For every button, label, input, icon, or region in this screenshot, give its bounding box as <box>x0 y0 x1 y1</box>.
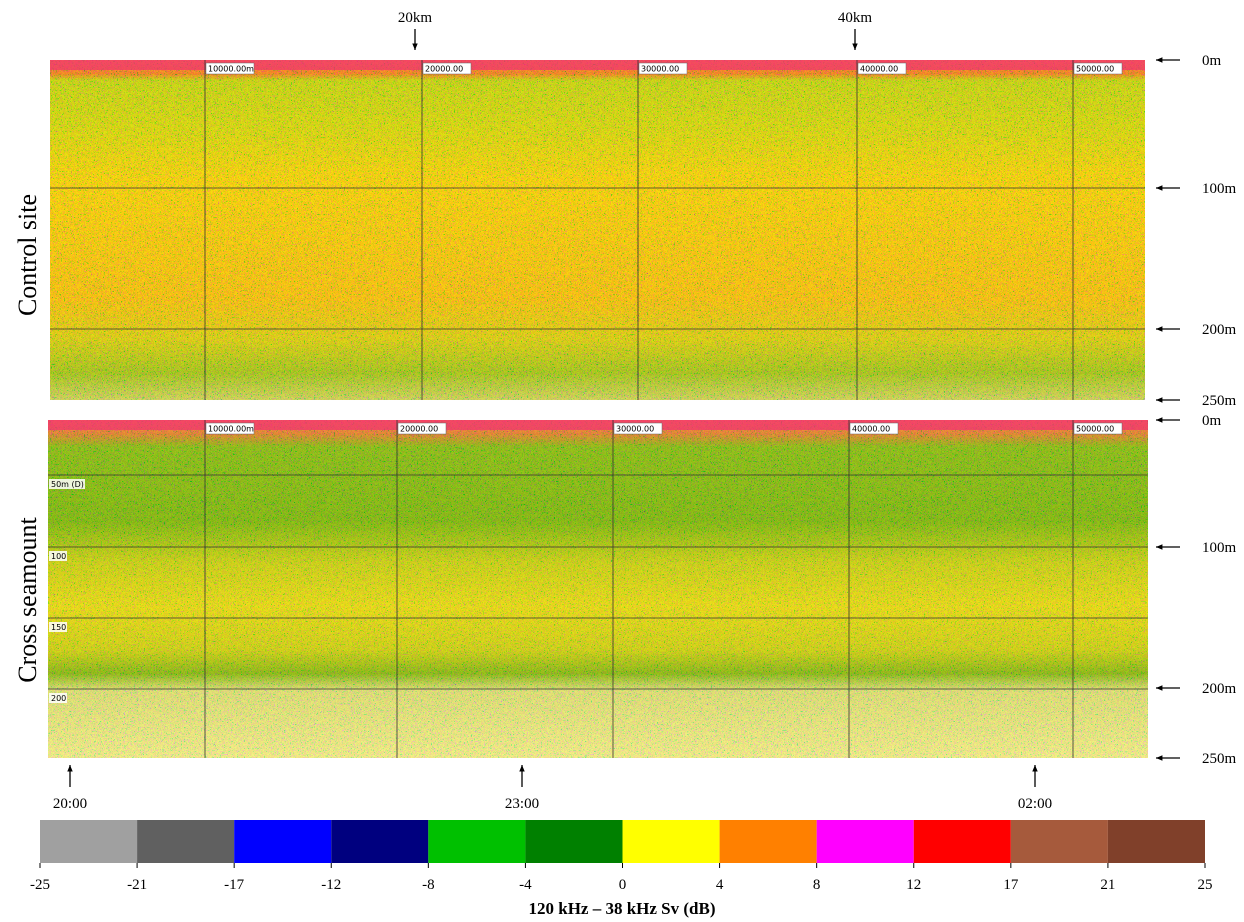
colorbar-tick-label: 8 <box>813 877 821 893</box>
depth-grid-label-box <box>49 622 67 632</box>
depth-grid-label: 100 <box>51 552 66 561</box>
grid-label: 20000.00 <box>425 65 463 74</box>
colorbar-tick-label: 17 <box>1003 877 1019 893</box>
colorbar-tick-label: -8 <box>422 877 435 893</box>
colorbar-box <box>428 820 526 863</box>
grid-label-box <box>1073 62 1123 75</box>
depth-label: 0m <box>1202 413 1222 429</box>
depth-label: 250m <box>1202 751 1237 767</box>
depth-label: 100m <box>1202 181 1237 197</box>
time-marker: 02:00 <box>1018 796 1052 812</box>
colorbar-box <box>1107 820 1205 863</box>
echogram-top <box>50 60 1145 70</box>
grid-label-box <box>857 62 907 75</box>
depth-grid-label-box <box>49 693 67 703</box>
grid-label-box <box>638 62 688 75</box>
arrow-head <box>1156 685 1163 691</box>
depth-label: 0m <box>1202 53 1222 69</box>
arrow-head <box>1156 185 1163 191</box>
grid-label-box <box>1073 422 1123 435</box>
grid-label: 50000.00 <box>1076 425 1114 434</box>
colorbar-tick-label: 12 <box>906 877 921 893</box>
grid-label: 40000.00 <box>852 425 890 434</box>
depth-grid-label-box <box>49 551 67 561</box>
arrow-head <box>412 43 418 50</box>
colorbar-box <box>234 820 332 863</box>
arrow-head <box>1156 544 1163 550</box>
colorbar-box <box>525 820 623 863</box>
distance-marker: 20km <box>398 10 433 26</box>
grid-label-box <box>422 62 472 75</box>
colorbar-tick-label: 25 <box>1198 877 1213 893</box>
depth-grid-label: 50m (D) <box>51 480 84 489</box>
arrow-head <box>67 765 73 772</box>
grid-label: 30000.00 <box>641 65 679 74</box>
arrow-head <box>519 765 525 772</box>
grid-label: 10000.00m <box>208 425 254 434</box>
depth-label: 100m <box>1202 540 1237 556</box>
time-marker: 20:00 <box>53 796 87 812</box>
time-marker: 23:00 <box>505 796 539 812</box>
arrow-head <box>852 43 858 50</box>
grid-label-box <box>849 422 899 435</box>
colorbar-box <box>719 820 817 863</box>
colorbar-tick-label: -17 <box>224 877 244 893</box>
grid-label: 50000.00 <box>1076 65 1114 74</box>
colorbar-tick-label: -12 <box>321 877 341 893</box>
panel-label: Control site <box>13 194 42 316</box>
grid-label: 20000.00 <box>400 425 438 434</box>
depth-grid-label: 150 <box>51 623 66 632</box>
arrow-head <box>1156 326 1163 332</box>
colorbar-tick-label: 21 <box>1100 877 1115 893</box>
colorbar-box <box>816 820 914 863</box>
colorbar-box <box>913 820 1011 863</box>
colorbar-tick-label: -25 <box>30 877 50 893</box>
arrow-head <box>1156 755 1163 761</box>
colorbar-box <box>137 820 235 863</box>
grid-label-box <box>613 422 663 435</box>
panel-label: Cross seamount <box>13 517 42 683</box>
grid-label: 30000.00 <box>616 425 654 434</box>
arrow-head <box>1156 417 1163 423</box>
arrow-head <box>1156 397 1163 403</box>
depth-grid-label: 200 <box>51 694 66 703</box>
grid-label: 10000.00m <box>208 65 254 74</box>
grid-label-box <box>205 422 255 435</box>
colorbar-label: 120 kHz – 38 kHz Sv (dB) <box>528 899 715 918</box>
echogram-speckle <box>50 60 1145 400</box>
depth-grid-label-box <box>49 479 85 489</box>
distance-marker: 40km <box>838 10 873 26</box>
depth-label: 200m <box>1202 681 1237 697</box>
echogram-top <box>48 420 1148 430</box>
colorbar-box <box>1010 820 1108 863</box>
arrow-head <box>1032 765 1038 772</box>
depth-label: 250m <box>1202 393 1237 409</box>
colorbar-box <box>40 820 138 863</box>
colorbar-tick-label: -4 <box>519 877 532 893</box>
colorbar-tick-label: -21 <box>127 877 147 893</box>
grid-label-box <box>205 62 255 75</box>
colorbar-tick-label: 4 <box>716 877 724 893</box>
depth-label: 200m <box>1202 322 1237 338</box>
grid-label-box <box>397 422 447 435</box>
arrow-head <box>1156 57 1163 63</box>
colorbar-box <box>622 820 720 863</box>
grid-label: 40000.00 <box>860 65 898 74</box>
colorbar-tick-label: 0 <box>619 877 627 893</box>
colorbar-box <box>331 820 429 863</box>
echogram-speckle <box>48 420 1148 758</box>
